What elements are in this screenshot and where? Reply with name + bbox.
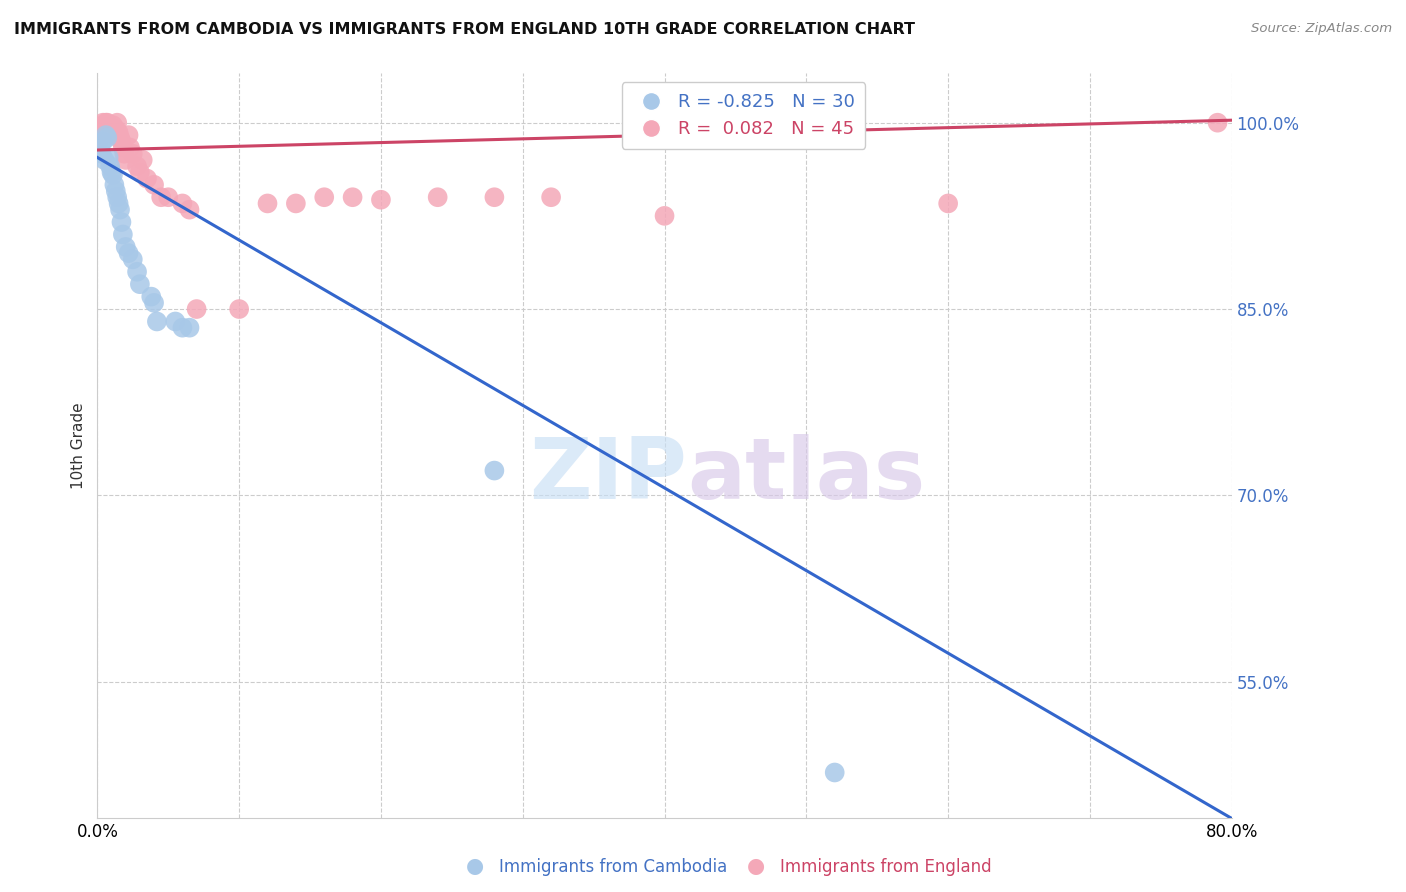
Point [484,190,506,204]
Point [186,301,208,316]
Text: atlas: atlas [688,434,925,517]
Point [87,134,110,148]
Point [179,320,201,334]
Point [121,146,143,161]
Legend: R = -0.825   N = 30, R =  0.082   N = 45: R = -0.825 N = 30, R = 0.082 N = 45 [621,82,865,149]
Point [97,118,120,132]
Point [172,320,194,334]
Point [94,128,117,142]
Point [426,190,449,204]
Point [100,165,122,179]
Point [136,171,159,186]
Point [101,168,124,182]
Point [96,130,118,145]
Point [125,159,148,173]
Point [228,301,250,316]
Point [121,252,143,267]
Point [104,184,127,198]
Point [103,178,125,192]
Point [93,153,115,167]
Point [172,196,194,211]
Point [107,196,129,211]
Text: ●: ● [467,856,484,876]
Point [90,121,112,136]
Point [654,209,676,223]
Point [157,190,180,204]
Point [128,277,150,292]
Point [143,296,166,310]
Text: Immigrants from Cambodia: Immigrants from Cambodia [499,858,727,876]
Point [824,765,846,780]
Point [101,118,124,132]
Point [540,190,562,204]
Point [98,159,121,173]
Y-axis label: 10th Grade: 10th Grade [72,402,86,489]
Point [91,134,114,148]
Point [370,193,392,207]
Point [100,124,122,138]
Point [165,314,187,328]
Point [89,128,111,142]
Point [105,190,128,204]
Point [314,190,336,204]
Point [125,265,148,279]
Point [96,116,118,130]
Point [97,151,120,165]
Point [105,116,128,130]
Point [256,196,278,211]
Point [143,178,166,192]
Point [91,116,114,130]
Point [128,165,150,179]
Point [93,118,115,132]
Point [90,146,112,161]
Point [110,134,132,148]
Point [936,196,959,211]
Point [89,140,111,154]
Point [179,202,201,217]
Text: ●: ● [748,856,765,876]
Point [284,196,307,211]
Point [107,126,129,140]
Point [141,290,163,304]
Point [112,146,135,161]
Point [342,190,364,204]
Point [484,464,506,478]
Point [108,130,131,145]
Point [110,215,132,229]
Point [1206,116,1229,130]
Point [118,140,141,154]
Point [104,121,127,136]
Point [132,153,155,167]
Point [111,227,134,242]
Point [108,202,131,217]
Point [146,314,169,328]
Point [150,190,173,204]
Point [94,116,117,130]
Text: Immigrants from England: Immigrants from England [780,858,993,876]
Point [98,121,121,136]
Point [114,153,136,167]
Point [103,128,125,142]
Text: ZIP: ZIP [530,434,688,517]
Point [117,246,139,260]
Point [111,140,134,154]
Point [117,128,139,142]
Point [114,240,136,254]
Text: Source: ZipAtlas.com: Source: ZipAtlas.com [1251,22,1392,36]
Text: IMMIGRANTS FROM CAMBODIA VS IMMIGRANTS FROM ENGLAND 10TH GRADE CORRELATION CHART: IMMIGRANTS FROM CAMBODIA VS IMMIGRANTS F… [14,22,915,37]
